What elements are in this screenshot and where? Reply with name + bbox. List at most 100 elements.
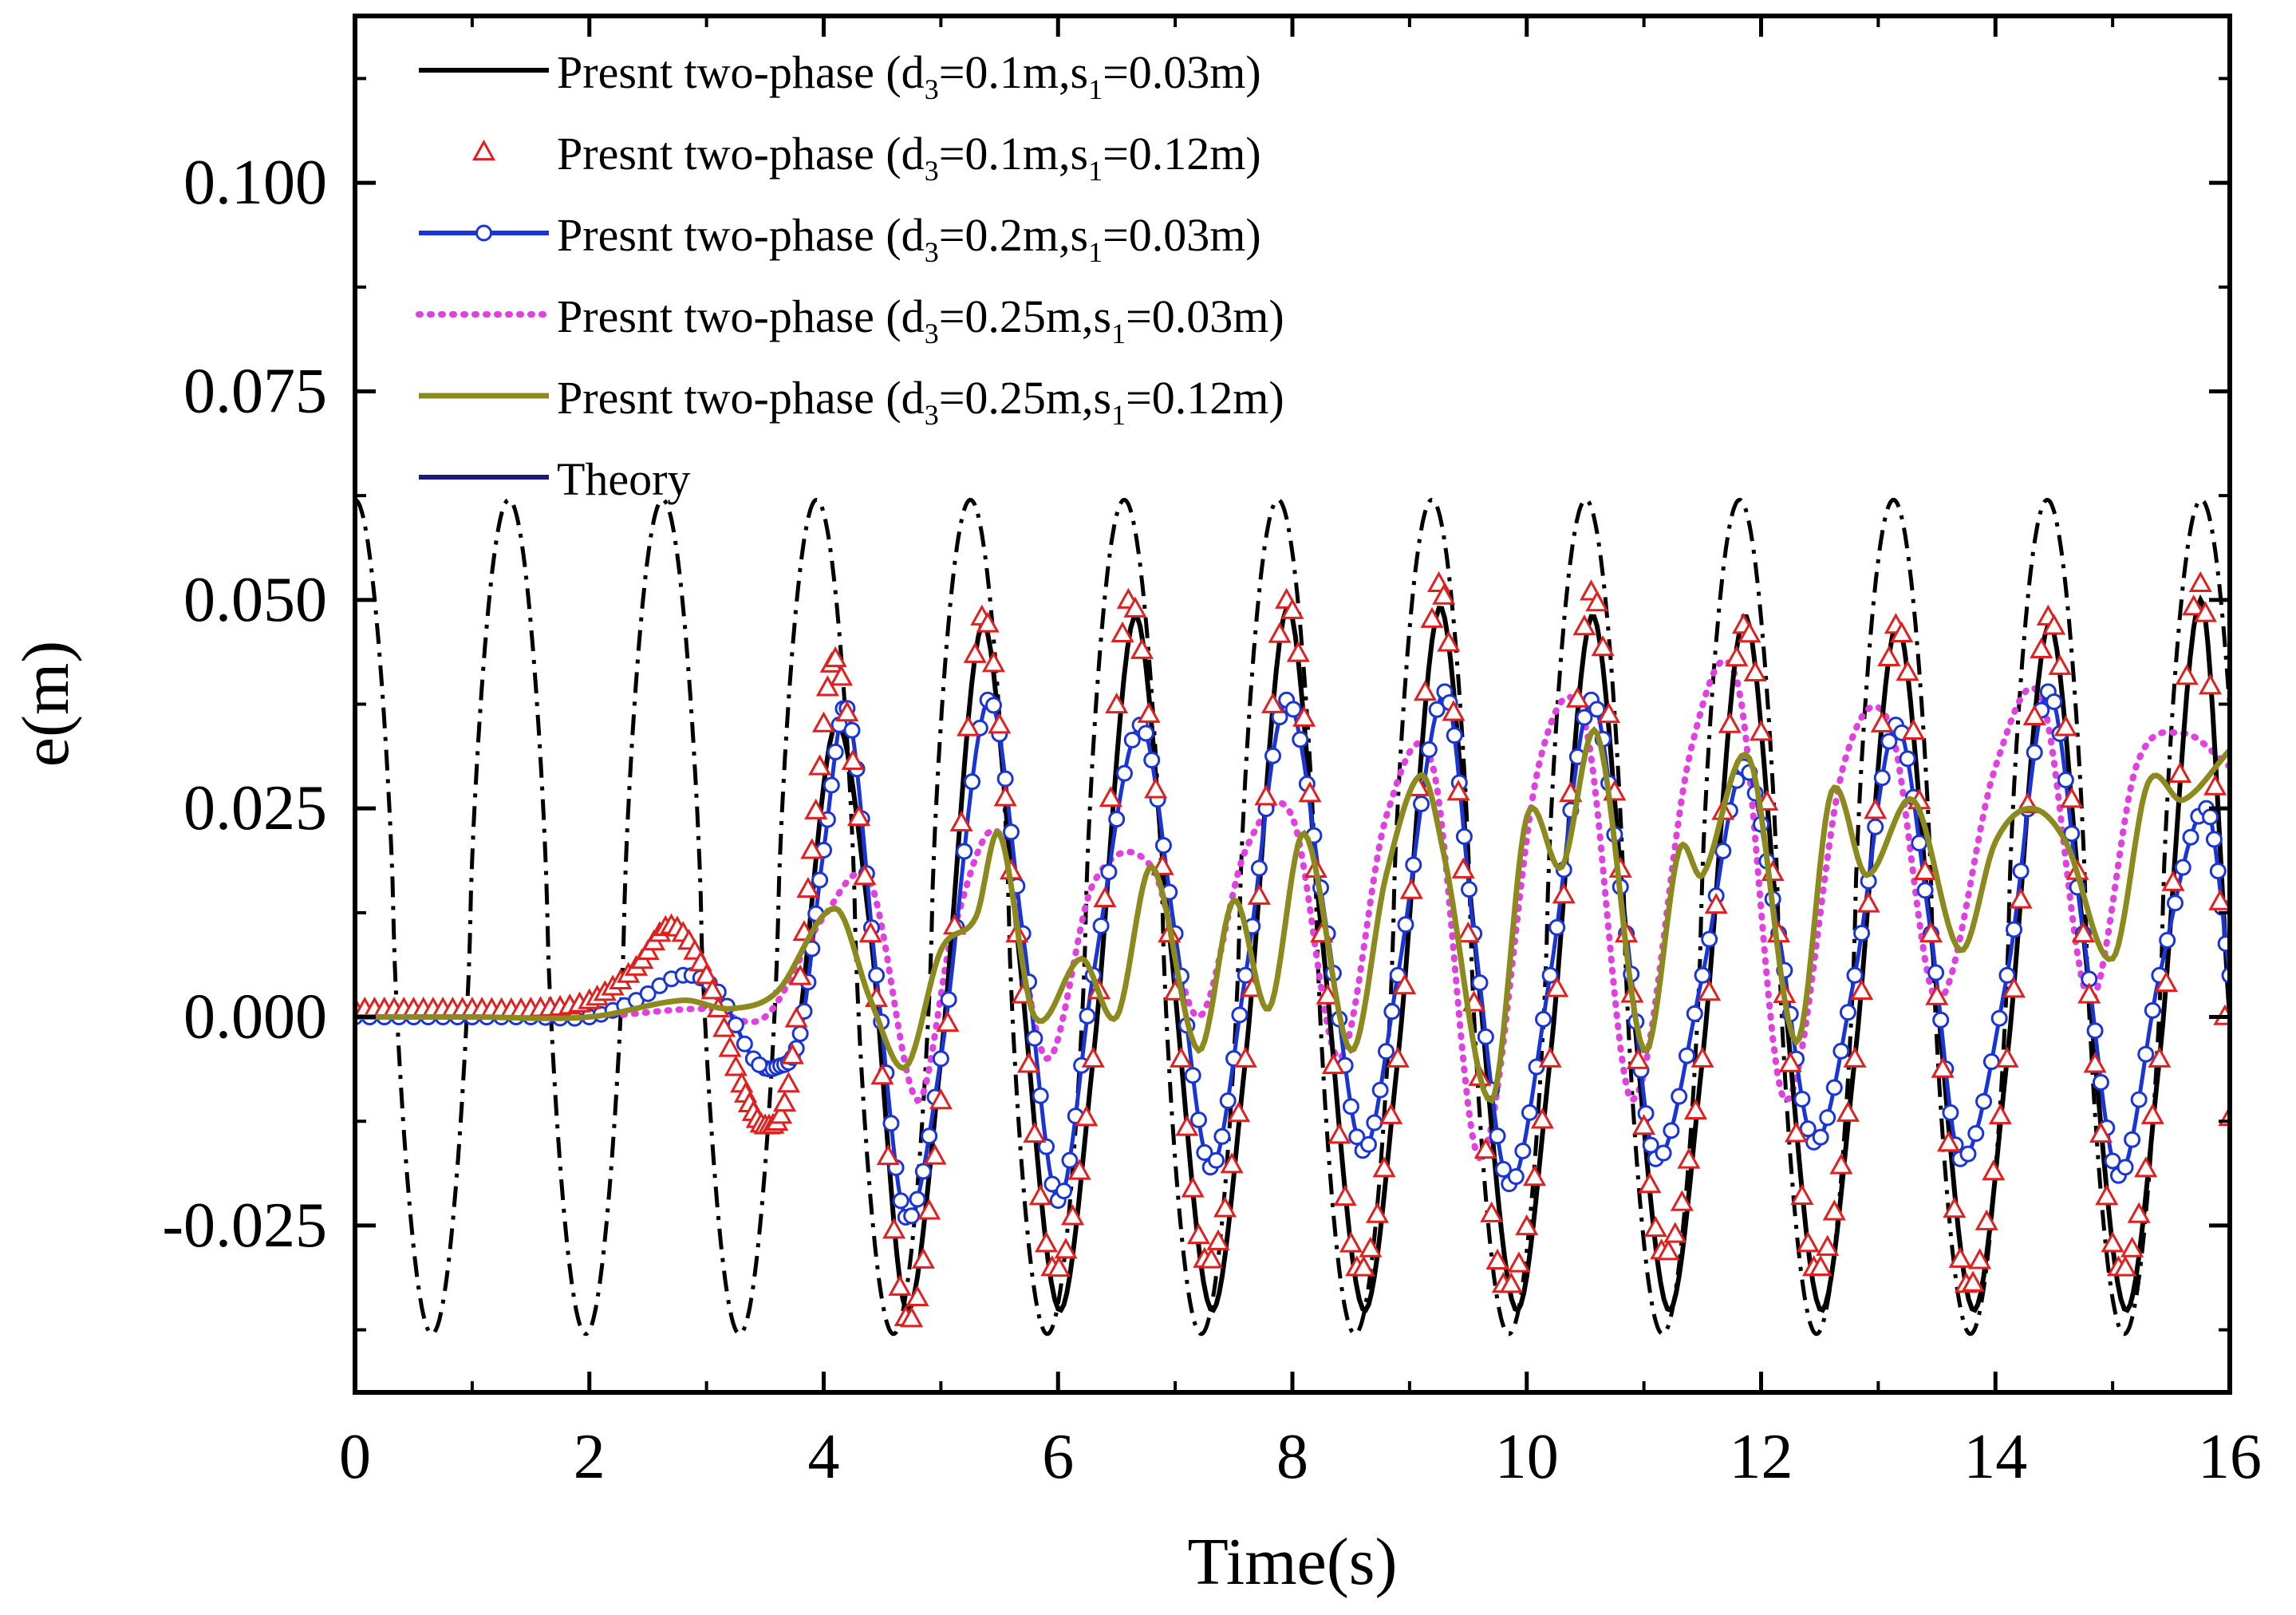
blue-circle-marker <box>826 743 844 760</box>
red-triangle-marker <box>1233 1046 1257 1068</box>
red-triangle-marker <box>1451 857 1475 879</box>
red-triangle-marker <box>1327 1123 1351 1144</box>
y-tick-label: 0.025 <box>183 773 327 843</box>
red-triangle-marker <box>2182 594 2206 616</box>
x-tick-label: 6 <box>1042 1422 1074 1492</box>
red-triangle-marker <box>1925 984 1949 1005</box>
y-axis-label: e(m) <box>9 641 83 768</box>
red-triangle-marker <box>2042 614 2066 635</box>
red-triangle-marker <box>2048 654 2072 675</box>
blue-circle-marker <box>1055 1183 1073 1200</box>
red-triangle-marker <box>1913 859 1937 880</box>
blue-circle-marker <box>1154 837 1172 855</box>
blue-circle-marker <box>1799 1120 1817 1138</box>
blue-circle-marker <box>2045 693 2063 710</box>
red-triangle-marker <box>1254 784 1278 806</box>
blue-circle-marker <box>2130 1091 2148 1108</box>
red-triangle-marker <box>888 1274 912 1296</box>
red-triangle-marker <box>2188 571 2212 593</box>
red-triangle-marker <box>1896 660 1919 681</box>
legend-label-theory: Theory <box>557 453 691 505</box>
blue-circle-marker <box>1671 1088 1688 1105</box>
red-triangle-marker <box>858 921 882 943</box>
red-triangle-marker <box>2089 1121 2113 1143</box>
red-triangle-marker <box>1683 1098 1708 1120</box>
blue-circle-marker <box>1292 731 1309 748</box>
red-triangle-marker <box>1948 1246 1972 1268</box>
red-triangle-marker <box>2030 637 2053 658</box>
red-triangle-marker <box>1919 921 1943 943</box>
blue-circle-marker <box>1208 1151 1225 1169</box>
blue-circle-marker <box>932 1050 949 1068</box>
legend: Presnt two-phase (d3=0.1m,s1=0.03m) Presn… <box>416 46 1284 505</box>
blue-circle-marker <box>1383 1003 1401 1021</box>
red-triangle-marker <box>1298 781 1322 803</box>
red-triangle-marker <box>796 876 820 898</box>
red-triangle-marker <box>1485 1248 1509 1269</box>
blue-circle-marker <box>1348 1128 1366 1146</box>
tick-labels: 0 2 4 6 8 10 12 14 16 -0.025 0.000 0.025 0.050 0.075 0… <box>162 148 2262 1492</box>
blue-circle-marker <box>1190 1111 1207 1128</box>
red-triangle-marker <box>963 642 987 663</box>
red-triangle-marker <box>1816 1234 1840 1256</box>
red-triangle-marker <box>1386 1046 1410 1068</box>
red-triangle-marker <box>1169 1046 1193 1068</box>
red-triangle-marker <box>1836 1100 1860 1122</box>
blue-circle-marker <box>2202 808 2219 826</box>
red-triangle-marker <box>1437 630 1461 652</box>
red-triangle-marker <box>900 1306 924 1328</box>
x-tick-label: 4 <box>808 1422 840 1492</box>
red-triangle-marker <box>1286 641 1310 662</box>
blue-circle-marker <box>1397 916 1414 934</box>
red-triangle-marker <box>1931 1056 1955 1078</box>
red-triangle-marker <box>949 810 973 831</box>
blue-circle-marker <box>1184 1067 1201 1084</box>
red-triangle-marker <box>1785 1121 1809 1143</box>
red-triangle-marker <box>993 785 1017 807</box>
red-triangle-marker <box>1545 976 1569 997</box>
red-triangle-marker <box>1995 1046 2019 1068</box>
red-triangle-marker <box>1268 622 1292 643</box>
blue-circle-marker <box>1521 1104 1538 1121</box>
red-triangle-marker <box>1260 692 1285 713</box>
blue-circle-marker <box>1998 966 2016 984</box>
blue-circle-marker <box>1959 1145 1977 1163</box>
legend-label-5: Presnt two-phase (d3=0.25m,s1=0.12m) <box>557 372 1284 431</box>
blue-circle-marker <box>1100 863 1118 881</box>
red-triangle-marker <box>695 963 719 985</box>
red-triangle-marker <box>1144 777 1168 799</box>
red-triangle-marker <box>1316 983 1339 1005</box>
red-triangle-marker <box>2208 889 2230 910</box>
red-triangle-marker <box>1850 978 1874 1001</box>
red-triangle-marker <box>957 715 980 736</box>
red-triangle-marker <box>2113 1255 2137 1277</box>
red-triangle-marker <box>1247 883 1271 905</box>
red-triangle-marker <box>981 651 1006 673</box>
red-triangle-marker <box>769 1103 793 1124</box>
y-tick-label: 0.075 <box>183 356 327 426</box>
blue-circle-marker <box>1471 974 1489 992</box>
blue-circle-marker <box>2182 828 2199 846</box>
blue-circle-marker <box>882 1115 900 1132</box>
red-triangle-marker <box>1393 973 1417 995</box>
red-triangle-marker <box>1515 1214 1539 1236</box>
blue-circle-marker <box>1678 1047 1695 1064</box>
blue-circle-marker <box>1420 740 1438 758</box>
red-triangle-marker <box>811 711 836 732</box>
blue-circle-marker <box>2012 863 2030 880</box>
red-triangle-marker <box>1442 700 1466 721</box>
blue-circle-marker <box>1494 1160 1512 1178</box>
blue-circle-marker <box>843 721 861 739</box>
red-triangle-marker <box>2154 970 2178 993</box>
red-triangle-marker <box>1413 680 1438 701</box>
red-triangle-marker <box>1035 1231 1059 1253</box>
red-triangle-marker <box>1632 1114 1656 1135</box>
red-triangle-marker <box>1150 854 1174 875</box>
red-triangle-marker <box>1656 1239 1680 1261</box>
blue-circle-marker <box>996 770 1014 788</box>
blue-circle-marker <box>1092 917 1110 934</box>
red-triangle-marker <box>1982 1159 2006 1181</box>
blue-circle-marker <box>1143 752 1161 769</box>
red-triangle-marker <box>724 1055 748 1076</box>
red-triangle-marker <box>1572 614 1596 636</box>
